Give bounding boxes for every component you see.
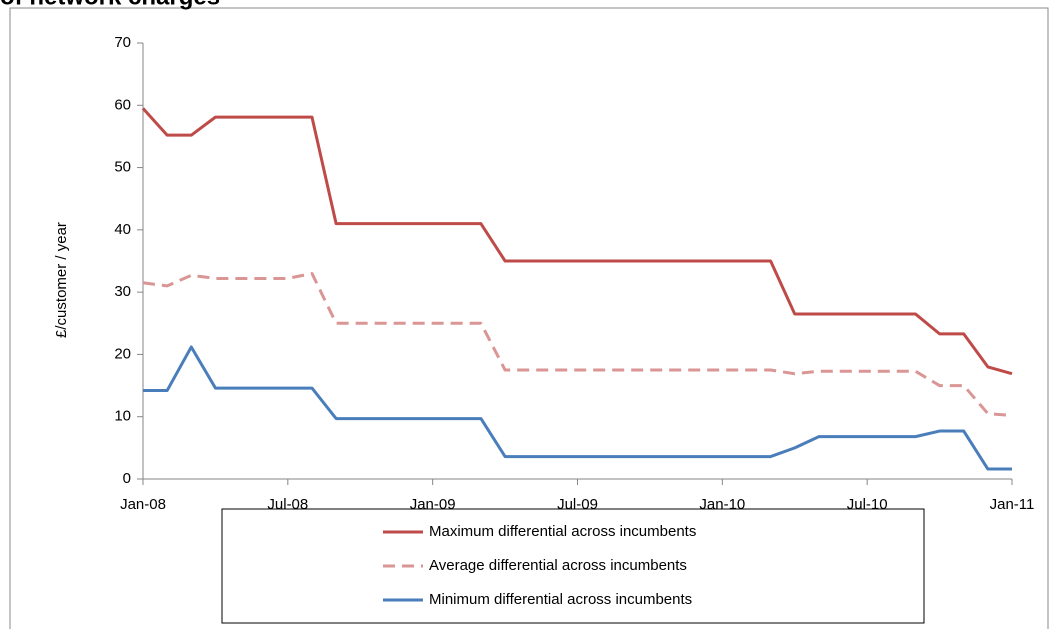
x-tick-label: Jan-11 xyxy=(990,496,1035,513)
y-tick-label: 40 xyxy=(114,221,131,238)
x-tick-label: Jul-10 xyxy=(847,496,888,513)
y-tick-label: 30 xyxy=(114,283,131,300)
y-tick-label: 0 xyxy=(123,470,131,487)
y-tick-label: 20 xyxy=(114,345,131,362)
chart-border xyxy=(9,7,1049,629)
x-tick-label: Jul-09 xyxy=(557,496,598,513)
y-tick-label: 50 xyxy=(114,159,131,176)
legend xyxy=(221,508,925,624)
x-tick-label: Jan-10 xyxy=(699,496,745,513)
series-line xyxy=(143,345,1012,471)
chart-title: of network charges xyxy=(0,0,220,10)
y-tick-label: 70 xyxy=(114,34,131,51)
x-tick-label: Jan-08 xyxy=(120,496,166,513)
y-tick-label: 60 xyxy=(114,96,131,113)
series-line xyxy=(142,271,1013,417)
legend-label: Minimum differential across incumbents xyxy=(429,591,692,608)
x-tick-label: Jul-08 xyxy=(267,496,308,513)
y-axis-label: £/customer / year xyxy=(53,222,70,338)
legend-label: Average differential across incumbents xyxy=(429,557,687,574)
legend-label: Maximum differential across incumbents xyxy=(429,523,696,540)
x-tick-label: Jan-09 xyxy=(410,496,456,513)
series-line xyxy=(141,107,1013,376)
y-tick-label: 10 xyxy=(114,408,131,425)
